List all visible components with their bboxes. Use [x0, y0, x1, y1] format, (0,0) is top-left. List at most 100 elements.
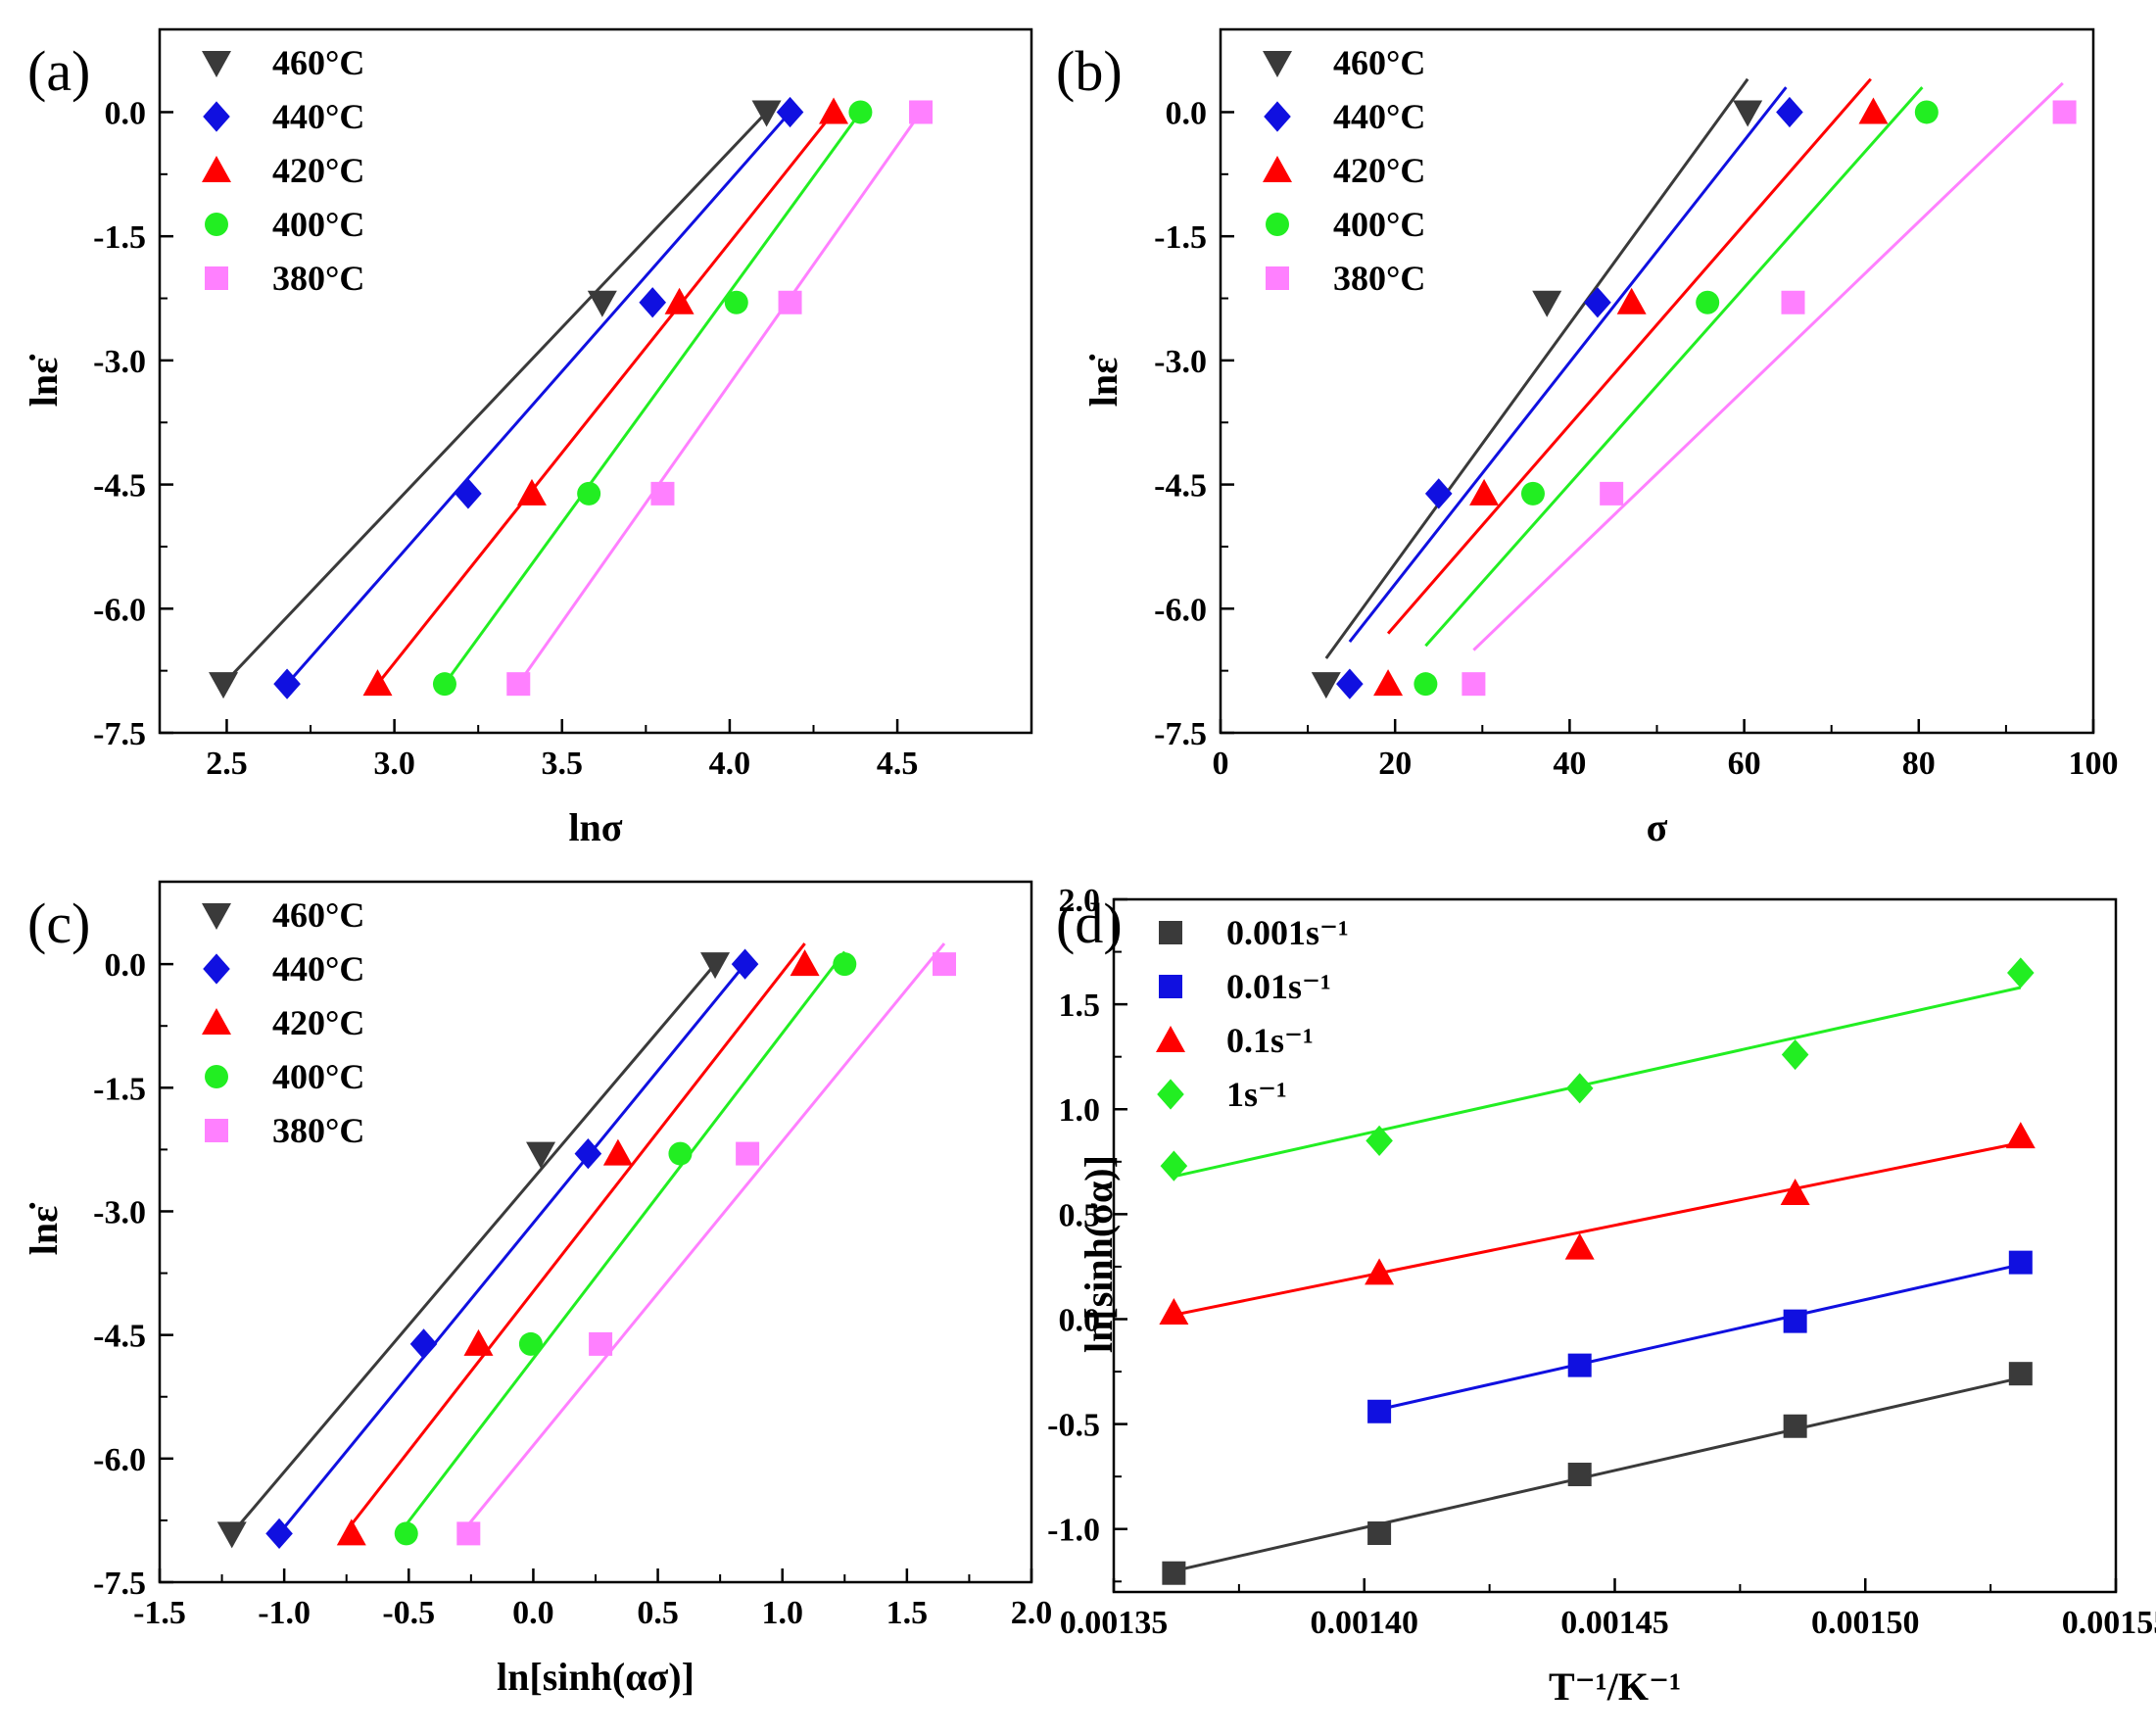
series-4 — [1461, 81, 2077, 697]
data-point — [1696, 290, 1720, 314]
legend-label: 460°C — [272, 43, 364, 82]
fit-line — [1386, 77, 1872, 635]
series-1 — [1336, 86, 1803, 699]
legend-marker — [1159, 921, 1182, 944]
x-axis-title: T⁻¹/K⁻¹ — [1549, 1664, 1681, 1709]
series-4 — [456, 942, 956, 1546]
fit-line — [1424, 86, 1924, 648]
fit-line — [1378, 1263, 2022, 1412]
data-point — [833, 952, 857, 977]
data-point — [265, 1518, 293, 1549]
y-tick-label: 0.5 — [1059, 1197, 1101, 1233]
x-tick-label: 1.5 — [886, 1595, 929, 1631]
data-point — [526, 1141, 556, 1169]
y-tick-label: -3.0 — [93, 1194, 146, 1230]
data-point — [1780, 1178, 1810, 1205]
x-tick-label: 0.00145 — [1560, 1605, 1669, 1641]
x-tick-label: 0.00155 — [2062, 1605, 2156, 1641]
y-tick-label: 0.0 — [1059, 1302, 1101, 1338]
data-point — [587, 290, 617, 317]
panel-c: -1.5 -1.0 -0.5 0.0 0.5 1.0 1.5 2.0 0.0 -1.5 -3.0 -4… — [22, 880, 1053, 1699]
legend: 460°C 440°C 420°C 400°C 380°C — [1263, 43, 1425, 298]
data-point — [1162, 1561, 1186, 1585]
y-tick-label: 0.0 — [105, 947, 147, 984]
x-axis-title: lnσ — [568, 805, 622, 849]
y-axis-title: lnε̇ — [1081, 355, 1126, 407]
fit-line — [1324, 77, 1749, 659]
data-point — [751, 100, 782, 127]
series-2 — [336, 942, 820, 1546]
fit-line — [1348, 86, 1788, 644]
series-0 — [1162, 1362, 2033, 1585]
data-point — [516, 478, 547, 506]
y-tick-label: -4.5 — [1154, 468, 1207, 505]
fit-line — [277, 963, 746, 1535]
data-point — [273, 668, 301, 699]
x-tick-label: 2.0 — [1011, 1595, 1053, 1631]
data-point — [2007, 957, 2035, 989]
series-0 — [1311, 77, 1763, 699]
legend-marker — [1157, 1079, 1184, 1110]
legend-marker — [203, 953, 230, 985]
x-axis-title: σ — [1647, 805, 1668, 849]
data-point — [1367, 1521, 1392, 1546]
data-point — [1365, 1125, 1393, 1156]
data-point — [819, 97, 849, 124]
legend-label: 440°C — [272, 949, 364, 989]
data-point — [736, 1141, 760, 1166]
x-tick-label: 0.00135 — [1060, 1605, 1169, 1641]
data-point — [589, 1331, 613, 1356]
legend-marker — [1156, 1026, 1185, 1052]
data-point — [518, 1331, 543, 1356]
panel-b: 0 20 40 60 80 100 0.0 -1.5 -3.0 -4.5 -6.0 -7.5 σ lnε̇… — [1056, 27, 2119, 849]
data-point — [1567, 1353, 1592, 1377]
data-point — [336, 1519, 366, 1546]
data-point — [664, 287, 695, 314]
data-point — [724, 290, 748, 314]
legend-label: 400°C — [1333, 205, 1425, 244]
y-axis-title: ln[sinh(σα)] — [1077, 1155, 1121, 1353]
panel-label: (d) — [1056, 892, 1123, 955]
data-point — [731, 948, 759, 980]
data-point — [1858, 97, 1889, 124]
data-point — [1373, 669, 1404, 697]
fit-line — [443, 111, 862, 686]
legend-marker — [202, 156, 231, 182]
fit-line — [405, 950, 846, 1526]
y-tick-label: -4.5 — [93, 468, 146, 505]
data-point — [1365, 1258, 1395, 1285]
data-point — [1367, 1399, 1392, 1423]
series-1 — [273, 96, 804, 699]
data-point — [1783, 1414, 1807, 1438]
x-tick-label: 4.5 — [877, 746, 919, 782]
data-point — [1532, 290, 1562, 317]
legend: 0.001s⁻¹ 0.01s⁻¹ 0.1s⁻¹ 1s⁻¹ — [1156, 913, 1349, 1114]
data-point — [1776, 96, 1803, 128]
fit-line — [350, 942, 806, 1526]
legend-label: 420°C — [1333, 151, 1425, 190]
legend-marker — [205, 1119, 228, 1142]
data-point — [362, 669, 393, 697]
series-0 — [209, 100, 782, 699]
legend-label: 380°C — [1333, 259, 1425, 298]
legend: 460°C 440°C 420°C 400°C 380°C — [202, 895, 364, 1150]
legend-label: 440°C — [272, 97, 364, 136]
legend-label: 400°C — [272, 205, 364, 244]
legend-marker — [1263, 51, 1292, 77]
legend-marker — [1159, 975, 1182, 998]
y-tick-label: -1.5 — [1154, 219, 1207, 256]
legend-marker — [202, 903, 231, 930]
fit-line — [1174, 986, 2022, 1179]
x-tick-label: 0.5 — [637, 1595, 679, 1631]
x-tick-label: 0.00150 — [1811, 1605, 1920, 1641]
legend-marker — [1264, 101, 1291, 132]
data-point — [1567, 1463, 1592, 1487]
y-tick-label: -7.5 — [93, 716, 146, 752]
x-tick-label: -1.5 — [133, 1595, 186, 1631]
legend-label: 0.1s⁻¹ — [1226, 1021, 1314, 1060]
x-tick-label: 100 — [2069, 746, 2119, 782]
y-tick-label: -0.5 — [1047, 1408, 1100, 1444]
legend-label: 0.001s⁻¹ — [1226, 913, 1349, 952]
y-tick-label: -1.0 — [1047, 1513, 1100, 1549]
y-tick-label: -3.0 — [93, 344, 146, 380]
